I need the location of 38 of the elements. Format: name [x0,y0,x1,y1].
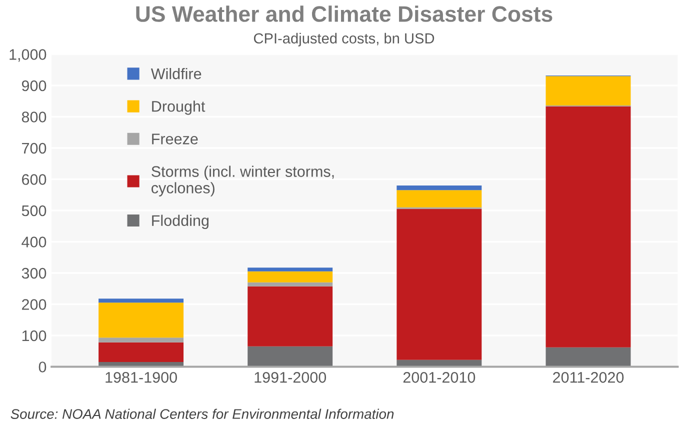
x-tick-label: 2011-2020 [553,372,624,383]
bar [396,190,482,208]
y-tick-label: 1,000 [10,49,46,62]
chart-title: US Weather and Climate Disaster Costs [136,6,552,22]
y-tick-label: 700 [22,142,46,154]
x-tick-label: 2001-2010 [403,372,476,383]
bar [248,346,333,367]
bar [98,342,184,362]
y-tick-label: 900 [22,80,46,92]
y-tick-label: 200 [22,299,46,310]
y-tick-label: 300 [22,268,46,279]
bar [248,282,333,286]
bar [546,106,631,348]
y-tick-label: 600 [22,174,46,185]
y-tick-label: 0 [38,362,46,372]
y-tick-label: 800 [22,112,46,122]
bar [98,338,184,342]
legend-label: Drought [152,100,206,115]
y-tick-label: 100 [22,330,46,342]
bar [248,286,333,346]
legend-label: Storms (incl. winter storms, cyclones) [152,166,334,196]
bar [98,298,184,303]
chart-subtitle: CPI-adjusted costs, bn USD [254,32,434,46]
legend-label: Flodding [152,214,208,229]
bar [546,76,631,106]
bar [98,302,184,338]
legend-label: Freeze [152,134,198,144]
bar [396,185,482,190]
y-tick-label: 400 [22,236,46,248]
source-note: Source: NOAA National Centers for Environmental Information [10,408,394,419]
bar [248,271,333,282]
x-tick-label: 1991-2000 [254,372,326,383]
bar [248,268,333,272]
x-tick-label: 1981-1900 [106,372,177,383]
bar [546,347,631,367]
legend-label: Wildfire [150,68,202,80]
bar [396,208,482,360]
y-tick-label: 500 [22,205,46,216]
